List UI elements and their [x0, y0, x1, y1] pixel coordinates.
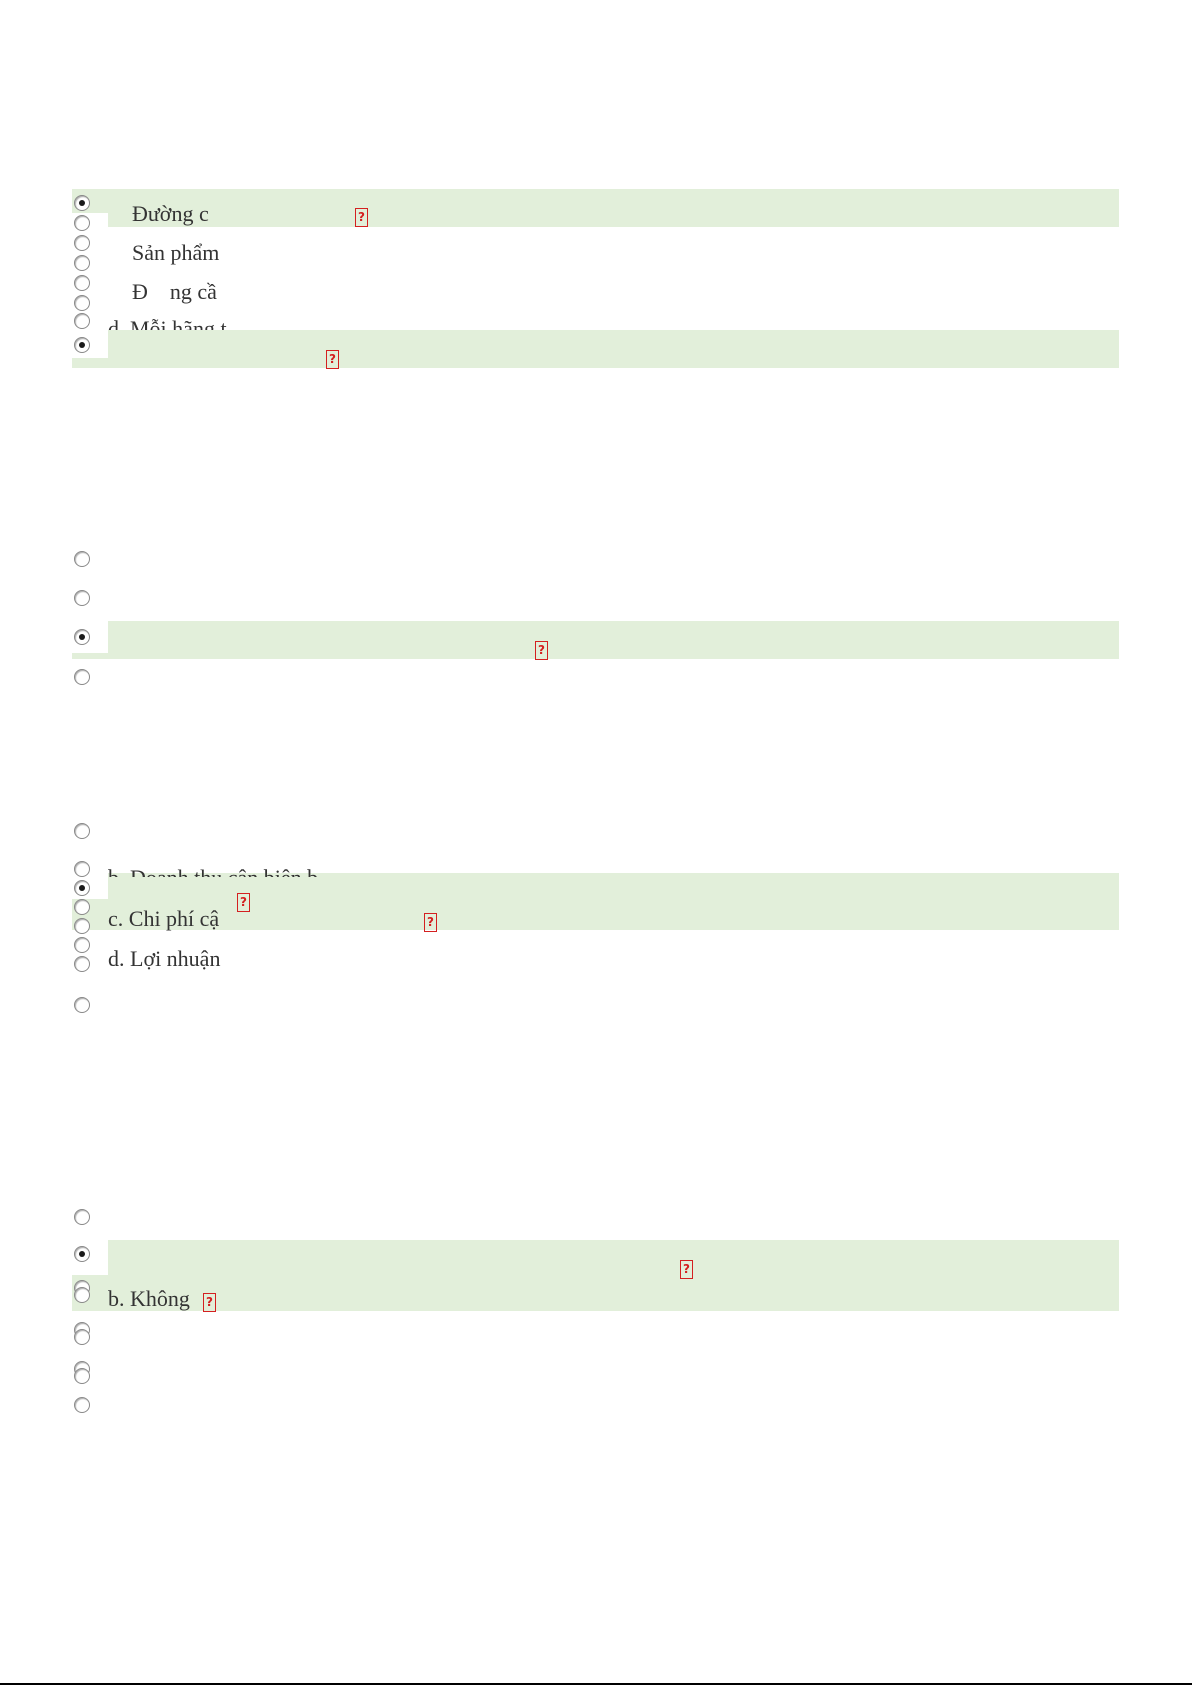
radio-q4-h[interactable] [74, 1368, 90, 1384]
answer-highlight-q4-b [72, 1240, 1119, 1311]
radio-q3-c[interactable] [74, 880, 90, 896]
radio-q4-i[interactable] [74, 1397, 90, 1413]
radio-q2-a[interactable] [74, 551, 90, 567]
answer-highlight-q2-c [72, 621, 1119, 659]
missing-glyph-marker-q3-c2: ? [424, 913, 437, 932]
missing-glyph-marker-q1-e: ? [326, 350, 339, 369]
radio-q2-c[interactable] [74, 629, 90, 645]
radio-q2-b[interactable] [74, 590, 90, 606]
radio-q1-a[interactable] [74, 195, 90, 211]
page-bottom-border [0, 1683, 1192, 1685]
radio-q3-g[interactable] [74, 956, 90, 972]
radio-q4-b[interactable] [74, 1246, 90, 1262]
radio-q2-d[interactable] [74, 669, 90, 685]
radio-q1-e[interactable] [74, 275, 90, 291]
option-text-q3-b: b. Doanh thu cận biên b [108, 867, 368, 877]
radio-q1-h[interactable] [74, 337, 90, 353]
radio-q3-d[interactable] [74, 899, 90, 915]
missing-glyph-marker-q3-c1: ? [237, 893, 250, 912]
option-text-q4-c: b. Không [108, 1286, 190, 1311]
missing-glyph-marker-q1-a: ? [355, 208, 368, 227]
option-text-q1-b: Sản phẩm [132, 240, 220, 265]
radio-q3-h[interactable] [74, 997, 90, 1013]
option-text-q1-c: Đ ng cầ [132, 279, 217, 304]
option-text-q3-c: c. Chi phí cậ [108, 906, 220, 931]
missing-glyph-marker-q4-b1: ? [680, 1260, 693, 1279]
radio-q3-e[interactable] [74, 918, 90, 934]
missing-glyph-marker-q4-c: ? [203, 1293, 216, 1312]
answer-highlight-q1-e [72, 330, 1119, 368]
radio-q1-c[interactable] [74, 235, 90, 251]
radio-q1-d[interactable] [74, 255, 90, 271]
option-text-q3-d: d. Lợi nhuận [108, 946, 221, 971]
radio-q3-f[interactable] [74, 937, 90, 953]
radio-q1-b[interactable] [74, 215, 90, 231]
answer-highlight-q1-a [72, 189, 1119, 227]
option-text-q3-b-clip: b. Doanh thu cận biên b [108, 867, 368, 877]
answer-highlight-q3-c [72, 873, 1119, 930]
radio-q1-g[interactable] [74, 313, 90, 329]
radio-q3-b[interactable] [74, 861, 90, 877]
option-text-q1-a: Đường c [132, 201, 209, 226]
missing-glyph-marker-q2-c: ? [535, 641, 548, 660]
radio-q1-f[interactable] [74, 295, 90, 311]
radio-q4-d[interactable] [74, 1287, 90, 1303]
radio-q4-f[interactable] [74, 1329, 90, 1345]
radio-q4-a[interactable] [74, 1209, 90, 1225]
option-text-q1-d: d. Mỗi hãng t [108, 318, 308, 330]
radio-q3-a[interactable] [74, 823, 90, 839]
option-text-q1-d-clip: d. Mỗi hãng t [108, 318, 308, 330]
